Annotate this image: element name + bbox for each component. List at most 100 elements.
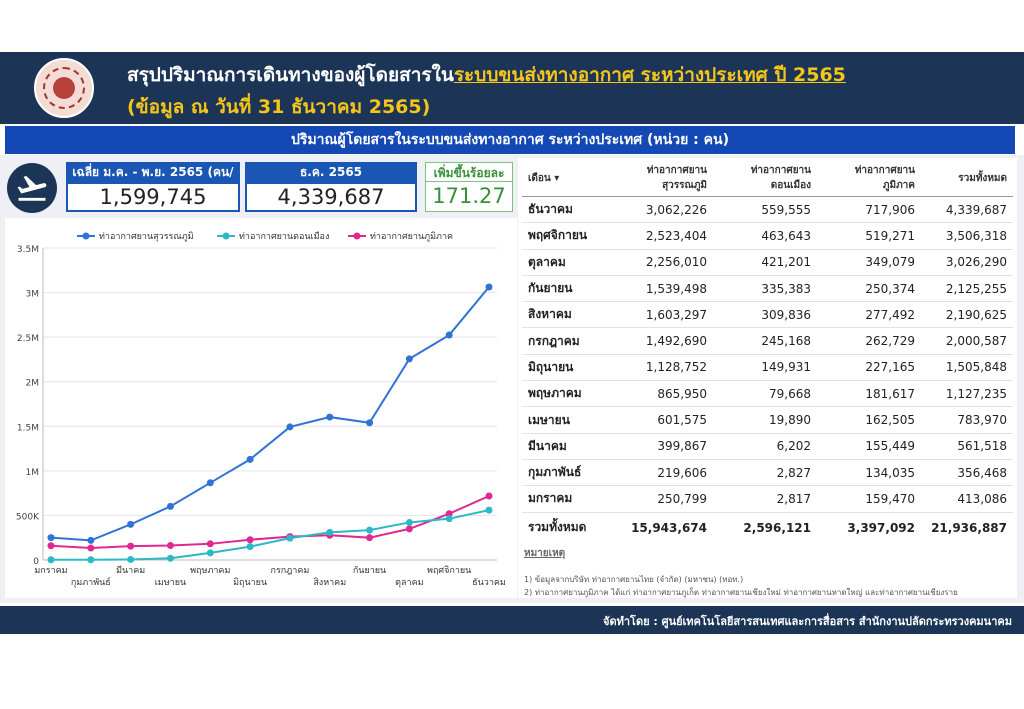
cell-donmueang: 2,827 xyxy=(713,459,817,487)
data-point xyxy=(87,544,95,552)
data-point xyxy=(127,520,135,528)
note-line-2: 2) ท่าอากาศยานภูมิภาค ได้แก่ ท่าอากาศยาน… xyxy=(524,588,958,597)
cell-regional: 349,079 xyxy=(817,249,921,276)
table-row: ตุลาคม 2,256,010 421,201 349,079 3,026,290 xyxy=(522,249,1013,276)
cell-donmueang: 19,890 xyxy=(713,406,817,434)
cell-total: 2,190,625 xyxy=(921,301,1013,329)
data-point xyxy=(366,419,374,427)
cell-total: 1,505,848 xyxy=(921,354,1013,382)
cell-regional: 227,165 xyxy=(817,354,921,382)
note-line-1: 1) ข้อมูลจากบริษัท ท่าอากาศยานไทย (จำกัด… xyxy=(524,575,744,584)
cell-suvarnabhumi: 15,943,674 xyxy=(609,511,713,543)
x-tick-label: พฤศจิกายน xyxy=(427,565,471,576)
data-point xyxy=(366,534,374,542)
cell-total: 1,127,235 xyxy=(921,380,1013,408)
cell-suvarnabhumi: 1,492,690 xyxy=(609,327,713,355)
cell-donmueang: 6,202 xyxy=(713,433,817,460)
cell-donmueang: 463,643 xyxy=(713,222,817,250)
y-tick-label: 1.5M xyxy=(17,423,39,433)
data-point xyxy=(326,413,334,421)
cell-month: มกราคม xyxy=(522,485,609,513)
cell-suvarnabhumi: 250,799 xyxy=(609,485,713,513)
cell-suvarnabhumi: 1,128,752 xyxy=(609,354,713,382)
cell-month: ธันวาคม xyxy=(522,196,609,224)
cell-regional: 155,449 xyxy=(817,433,921,460)
data-point xyxy=(445,510,453,518)
x-tick-label: เมษายน xyxy=(155,578,186,588)
kpi-average-label: เฉลี่ย ม.ค. - พ.ย. 2565 (คน/เดือน) xyxy=(66,162,240,199)
section-title-bar: ปริมาณผู้โดยสารในระบบขนส่งทางอากาศ ระหว่… xyxy=(4,125,1016,155)
x-tick-label: กุมภาพันธ์ xyxy=(71,576,111,588)
data-point xyxy=(206,479,214,487)
kpi-growth-label: เพิ่มขึ้นร้อยละ xyxy=(425,162,513,182)
cell-total: 4,339,687 xyxy=(921,196,1013,224)
header-suvarnabhumi: ท่าอากาศยาน สุวรรณภูมิ xyxy=(609,160,713,197)
cell-donmueang: 421,201 xyxy=(713,249,817,276)
cell-total: 783,970 xyxy=(921,406,1013,434)
cell-month: กันยายน xyxy=(522,275,609,303)
y-tick-label: 500K xyxy=(16,512,40,522)
cell-donmueang: 79,668 xyxy=(713,380,817,408)
table-row: กันยายน 1,539,498 335,383 250,374 2,125,255 xyxy=(522,275,1013,303)
data-point xyxy=(166,554,174,562)
cell-regional: 3,397,092 xyxy=(817,511,921,543)
cell-regional: 262,729 xyxy=(817,327,921,355)
cell-month: เมษายน xyxy=(522,406,609,434)
kpi-growth-value: 171.27 xyxy=(425,182,513,212)
data-point xyxy=(87,556,95,564)
table-row: พฤษภาคม 865,950 79,668 181,617 1,127,235 xyxy=(522,380,1013,408)
data-point xyxy=(326,528,334,536)
cell-donmueang: 559,555 xyxy=(713,196,817,224)
cell-month: กุมภาพันธ์ xyxy=(522,459,609,487)
cell-donmueang: 309,836 xyxy=(713,301,817,329)
cell-total: 561,518 xyxy=(921,433,1013,460)
data-point xyxy=(485,506,493,514)
cell-donmueang: 335,383 xyxy=(713,275,817,303)
cell-total: 356,468 xyxy=(921,459,1013,487)
legend-swatch-dot xyxy=(222,232,230,240)
data-point xyxy=(485,283,493,291)
cell-month: สิงหาคม xyxy=(522,301,609,329)
cell-donmueang: 2,817 xyxy=(713,485,817,513)
y-tick-label: 2.5M xyxy=(17,334,39,344)
ministry-logo xyxy=(34,58,94,118)
sort-down-icon[interactable]: ▾ xyxy=(554,172,560,184)
footer-bar: จัดทำโดย : ศูนย์เทคโนโลยีสารสนเทศและการส… xyxy=(0,606,1024,634)
data-point xyxy=(445,515,453,523)
page-subtitle: (ข้อมูล ณ วันที่ 31 ธันวาคม 2565) xyxy=(127,96,431,118)
kpi-average-value: 1,599,745 xyxy=(66,182,240,212)
data-point xyxy=(246,536,254,544)
data-point xyxy=(366,526,374,534)
cell-regional: 159,470 xyxy=(817,485,921,513)
cell-total: 3,026,290 xyxy=(921,249,1013,276)
data-point xyxy=(405,355,413,363)
table-row: มีนาคม 399,867 6,202 155,449 561,518 xyxy=(522,433,1013,460)
table-row: กุมภาพันธ์ 219,606 2,827 134,035 356,468 xyxy=(522,459,1013,487)
airplane-icon xyxy=(7,163,57,213)
data-point xyxy=(166,502,174,510)
y-tick-label: 3.5M xyxy=(17,245,39,255)
header-donmueang: ท่าอากาศยาน ดอนเมือง xyxy=(713,160,817,197)
header-month[interactable]: เดือน ▾ xyxy=(522,160,609,197)
table-row: มกราคม 250,799 2,817 159,470 413,086 xyxy=(522,485,1013,513)
cell-month: รวมทั้งหมด xyxy=(522,511,609,543)
x-tick-label: พฤษภาคม xyxy=(190,566,230,576)
header-regional: ท่าอากาศยาน ภูมิภาค xyxy=(817,160,921,197)
data-point xyxy=(47,534,55,542)
footer-credit: จัดทำโดย : ศูนย์เทคโนโลยีสารสนเทศและการส… xyxy=(603,615,1012,628)
cell-regional: 250,374 xyxy=(817,275,921,303)
cell-month: พฤศจิกายน xyxy=(522,222,609,250)
legend-swatch-dot xyxy=(353,232,361,240)
table-body: ธันวาคม 3,062,226 559,555 717,906 4,339,687 พ… xyxy=(522,196,1013,543)
cell-total: 21,936,887 xyxy=(921,511,1013,543)
series-line-suvarnabhumi xyxy=(50,286,490,542)
cell-suvarnabhumi: 399,867 xyxy=(609,433,713,460)
cell-suvarnabhumi: 1,539,498 xyxy=(609,275,713,303)
cell-suvarnabhumi: 601,575 xyxy=(609,406,713,434)
notes-title: หมายเหตุ xyxy=(524,548,566,559)
legend-label: ท่าอากาศยานดอนเมือง xyxy=(239,231,329,242)
cell-donmueang: 149,931 xyxy=(713,354,817,382)
cell-total: 413,086 xyxy=(921,485,1013,513)
x-tick-label: กันยายน xyxy=(353,566,386,576)
cell-month: มีนาคม xyxy=(522,433,609,460)
